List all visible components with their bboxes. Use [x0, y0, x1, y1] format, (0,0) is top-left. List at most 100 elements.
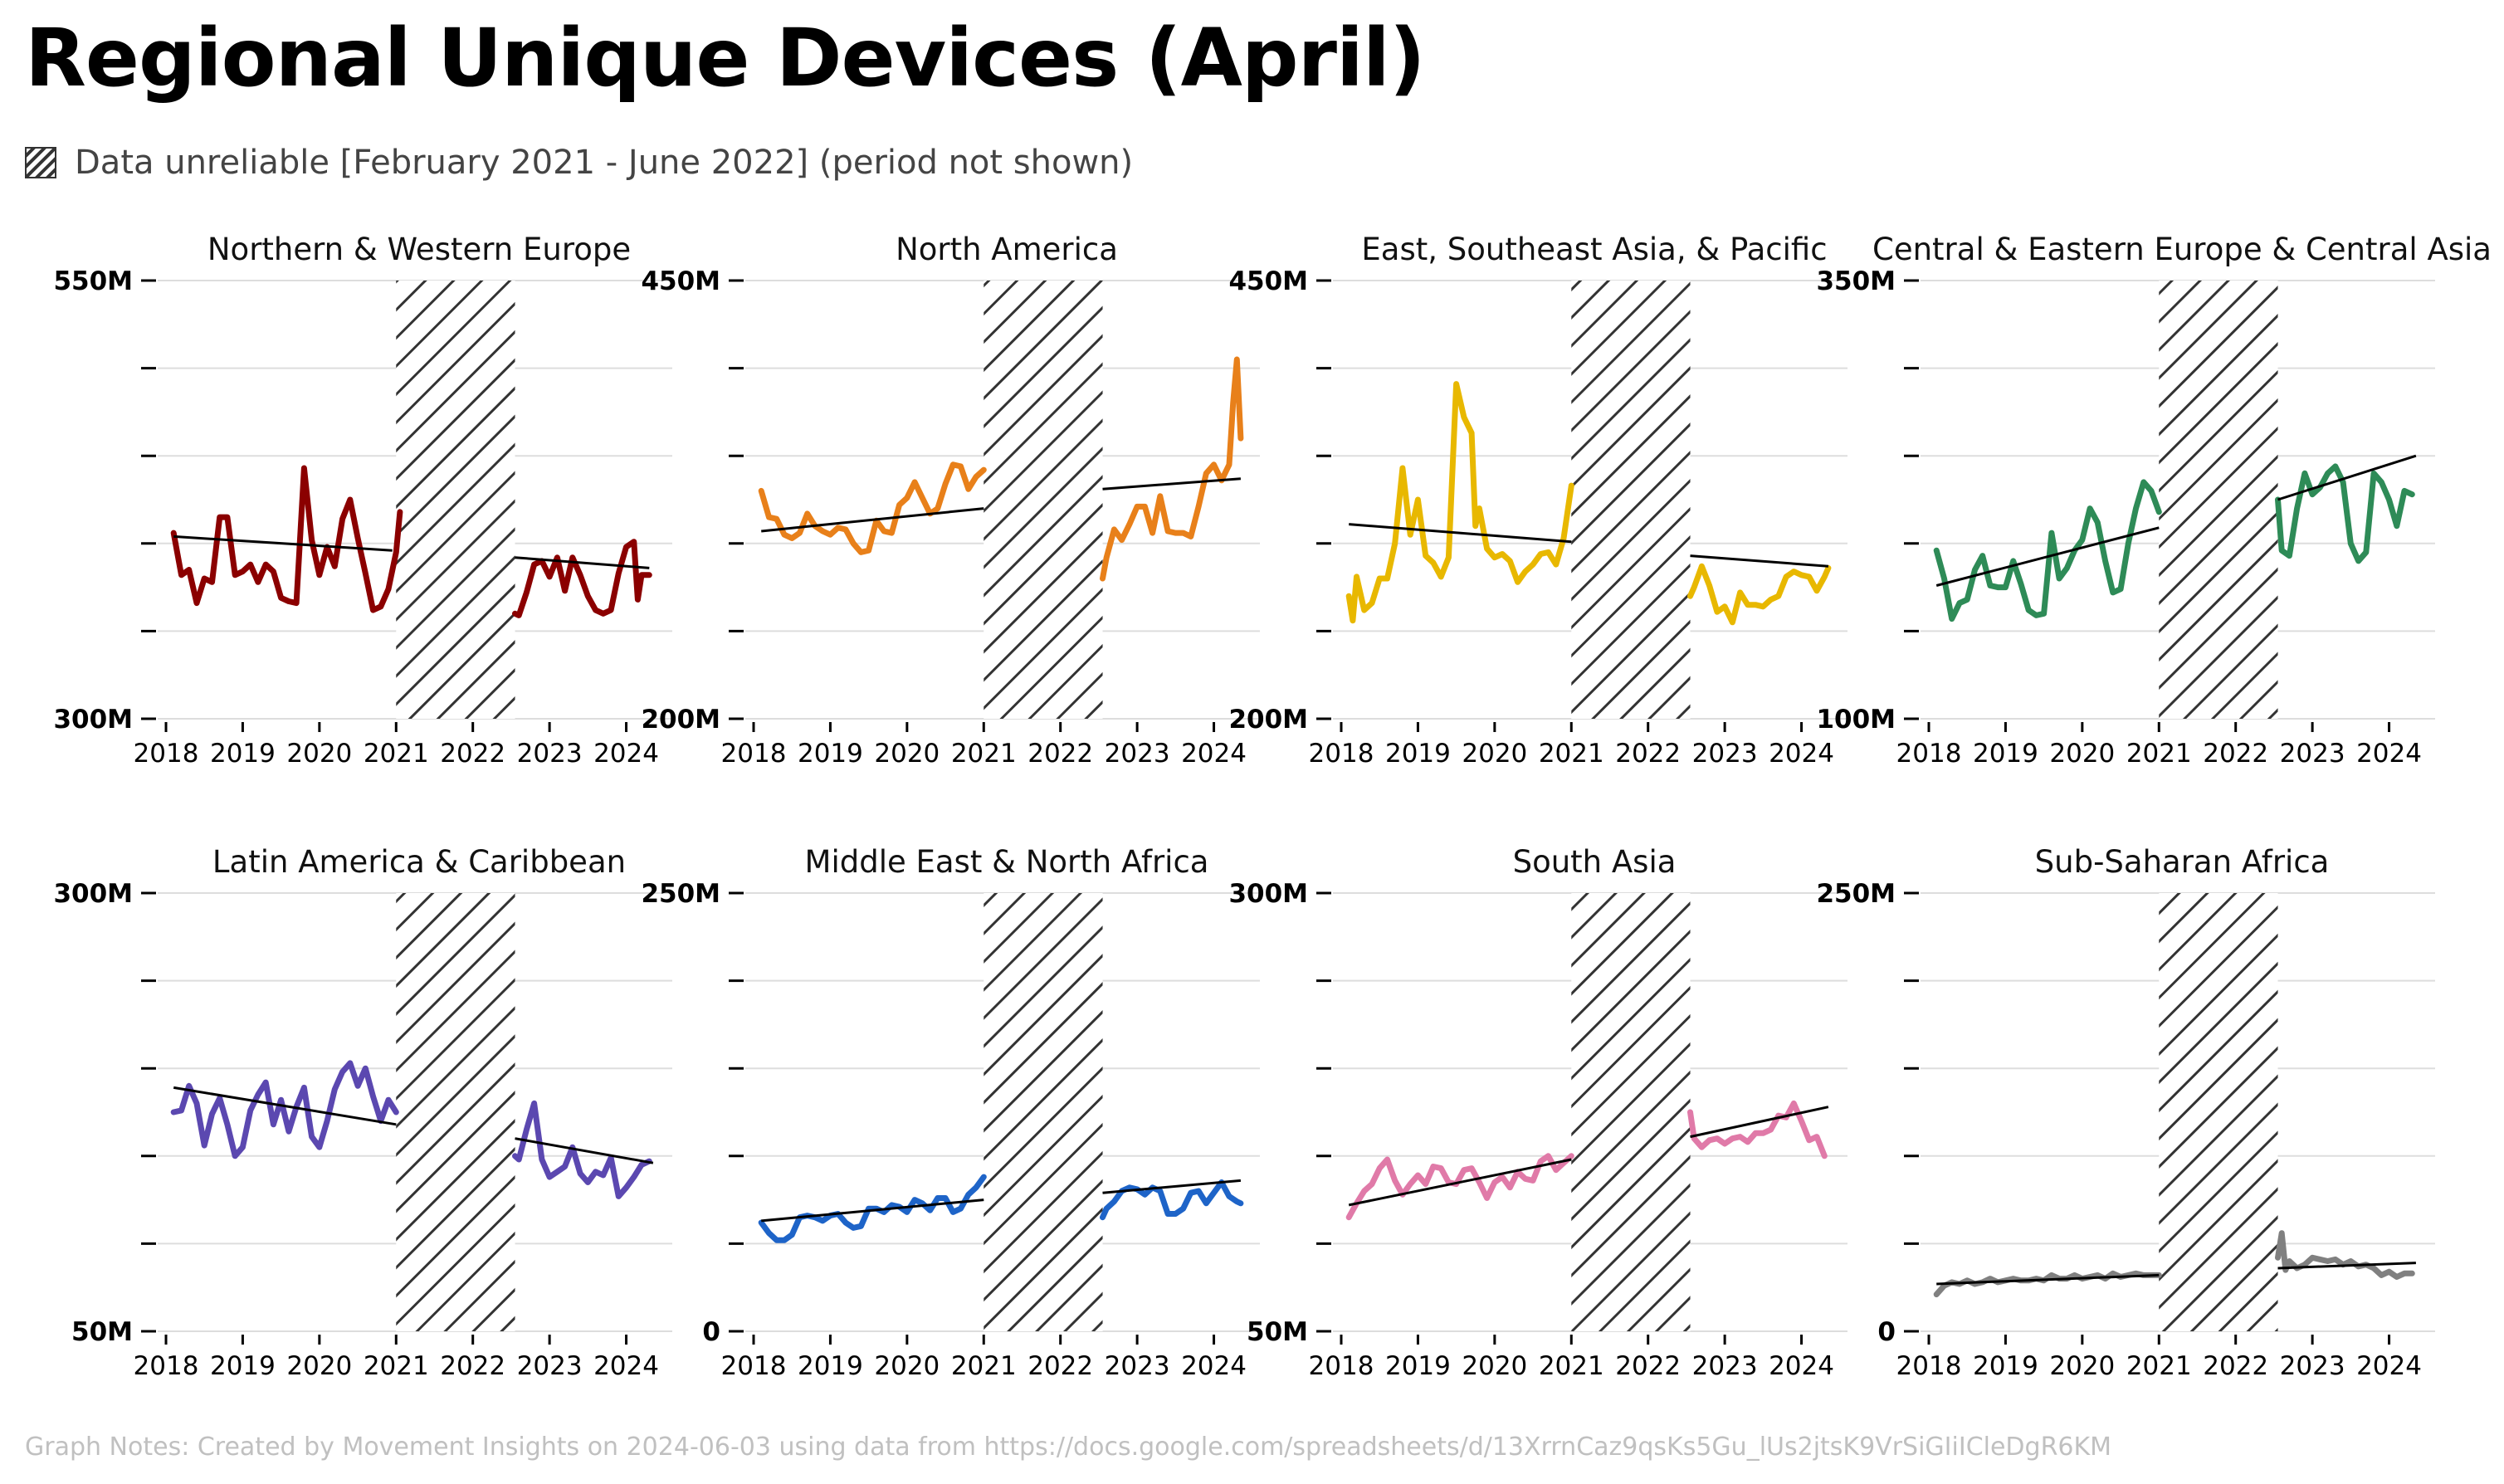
trend-line-after-2022	[2277, 454, 2417, 501]
trend-line-after-2022	[1690, 554, 1829, 568]
series-line-after-2022	[2275, 1230, 2415, 1280]
series-line-before-2021	[1345, 1153, 1574, 1221]
series-line-after-2022	[512, 539, 652, 618]
trend-line-before-2021	[1936, 1273, 2160, 1286]
unreliable-period-band	[1571, 281, 1691, 719]
y-tick-label: 450M	[641, 266, 720, 296]
x-tick-label: 2021	[1539, 1351, 1604, 1381]
x-tick-label: 2018	[134, 1351, 199, 1381]
x-tick-label: 2019	[1385, 1351, 1451, 1381]
panel-7: South Asia 50M 300M 2018 2019 2020 2021 2022 202…	[1228, 844, 1847, 1381]
x-tick-label: 2024	[2356, 739, 2422, 769]
trend-line-before-2021	[173, 535, 393, 552]
x-tick-label: 2023	[1692, 1351, 1758, 1381]
x-tick-label: 2023	[517, 1351, 583, 1381]
panel-title: East, Southeast Asia, & Pacific	[1361, 232, 1827, 267]
unreliable-period-band	[396, 281, 515, 719]
x-tick-label: 2019	[798, 739, 863, 769]
x-tick-label: 2023	[2280, 739, 2345, 769]
x-tick-label: 2022	[1027, 1351, 1093, 1381]
x-tick-label: 2018	[1309, 1351, 1374, 1381]
series-line-before-2021	[758, 1174, 987, 1243]
series-line-before-2021	[758, 461, 987, 555]
trend-line-after-2022	[1102, 477, 1242, 491]
series-line-before-2021	[170, 1060, 399, 1159]
x-tick-label: 2023	[1692, 739, 1758, 769]
x-tick-label: 2018	[1896, 739, 1962, 769]
x-tick-label: 2023	[2280, 1351, 2345, 1381]
trend-line-after-2022	[1690, 1106, 1829, 1139]
x-tick-label: 2024	[1769, 1351, 1834, 1381]
x-tick-label: 2019	[798, 1351, 863, 1381]
graph-notes: Graph Notes: Created by Movement Insight…	[25, 1433, 2112, 1462]
x-tick-label: 2019	[210, 739, 276, 769]
series-line-after-2022	[2275, 463, 2415, 564]
y-tick-label: 100M	[1816, 705, 1896, 735]
page-title: Regional Unique Devices (April)	[25, 12, 1426, 105]
series-line-after-2022	[1687, 1100, 1828, 1159]
x-tick-label: 2021	[951, 739, 1017, 769]
series-line-after-2022	[1687, 563, 1832, 626]
x-tick-label: 2020	[1462, 1351, 1527, 1381]
unreliable-period-band	[396, 893, 515, 1331]
panel-6: Middle East & North Africa 0 250M 2018 2019 2…	[641, 844, 1260, 1381]
y-tick-label: 550M	[53, 266, 133, 296]
trend-line-before-2021	[1349, 523, 1572, 544]
trend-line-before-2021	[761, 507, 984, 533]
legend: Data unreliable [February 2021 - June 20…	[25, 139, 1133, 186]
unreliable-period-band	[2159, 893, 2278, 1331]
panel-title: Middle East & North Africa	[805, 844, 1209, 880]
y-tick-label: 50M	[71, 1317, 133, 1347]
x-tick-label: 2021	[2126, 1351, 2192, 1381]
x-tick-label: 2024	[1181, 739, 1247, 769]
x-tick-label: 2019	[1385, 739, 1451, 769]
y-tick-label: 350M	[1816, 266, 1896, 296]
trend-line-before-2021	[1348, 1158, 1572, 1207]
x-tick-label: 2021	[364, 739, 429, 769]
y-tick-label: 450M	[1228, 266, 1308, 296]
trend-line-after-2022	[1102, 1179, 1242, 1194]
unreliable-period-band	[1571, 893, 1691, 1331]
trend-line-before-2021	[761, 1198, 984, 1223]
panel-2: North America 200M 450M 2018 2019 2020 2021 202…	[641, 232, 1260, 769]
x-tick-label: 2020	[2049, 1351, 2115, 1381]
y-tick-label: 50M	[1247, 1317, 1308, 1347]
x-tick-label: 2024	[2356, 1351, 2422, 1381]
x-tick-label: 2024	[593, 1351, 659, 1381]
x-tick-label: 2018	[1896, 1351, 1962, 1381]
y-tick-label: 300M	[53, 879, 133, 909]
panel-3: East, Southeast Asia, & Pacific 200M 450M 2…	[1228, 232, 1847, 769]
y-tick-label: 300M	[1228, 879, 1308, 909]
panel-5: Latin America & Caribbean 50M 300M 2018 2019…	[53, 844, 672, 1381]
y-tick-label: 250M	[1816, 879, 1896, 909]
x-tick-label: 2019	[1973, 1351, 2038, 1381]
x-tick-label: 2018	[721, 1351, 787, 1381]
panel-title: Northern & Western Europe	[207, 232, 631, 267]
trend-line-before-2021	[173, 1086, 397, 1126]
panel-title: North America	[896, 232, 1118, 267]
panel-title: Central & Eastern Europe & Central Asia	[1872, 232, 2492, 267]
panel-1: Northern & Western Europe 300M 550M 2018 201…	[53, 232, 672, 769]
x-tick-label: 2024	[1181, 1351, 1247, 1381]
x-tick-label: 2019	[210, 1351, 276, 1381]
x-tick-label: 2021	[2126, 739, 2192, 769]
x-tick-label: 2019	[1973, 739, 2038, 769]
x-tick-label: 2020	[286, 1351, 352, 1381]
x-tick-label: 2018	[721, 739, 787, 769]
x-tick-label: 2022	[2203, 739, 2268, 769]
x-tick-label: 2022	[1615, 1351, 1681, 1381]
hatch-pattern-icon	[25, 147, 56, 178]
x-tick-label: 2020	[1462, 739, 1527, 769]
x-tick-label: 2022	[1615, 739, 1681, 769]
x-tick-label: 2021	[364, 1351, 429, 1381]
x-tick-label: 2022	[2203, 1351, 2268, 1381]
trend-line-after-2022	[515, 556, 650, 569]
series-line-before-2021	[1933, 479, 2162, 622]
x-tick-label: 2023	[1105, 739, 1170, 769]
x-tick-label: 2022	[1027, 739, 1093, 769]
y-tick-label: 300M	[53, 705, 133, 735]
series-line-after-2022	[1100, 356, 1244, 582]
x-tick-label: 2020	[874, 1351, 940, 1381]
x-tick-label: 2024	[593, 739, 659, 769]
